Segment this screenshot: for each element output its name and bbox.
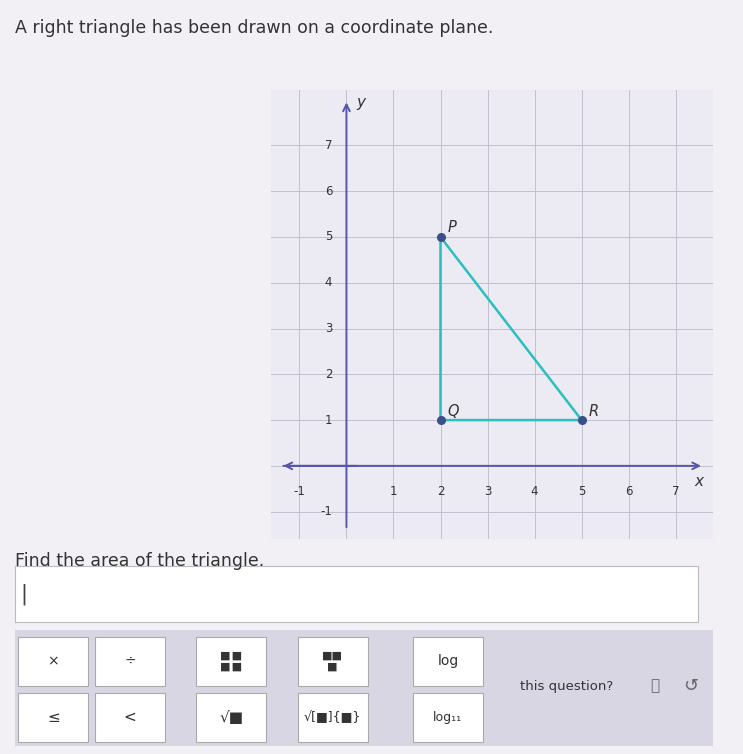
Text: 4: 4 bbox=[531, 485, 539, 498]
Text: 5: 5 bbox=[325, 231, 332, 244]
Text: A right triangle has been drawn on a coordinate plane.: A right triangle has been drawn on a coo… bbox=[15, 19, 493, 37]
Bar bbox=[413, 693, 483, 742]
Text: 3: 3 bbox=[484, 485, 491, 498]
Text: -1: -1 bbox=[293, 485, 305, 498]
Bar bbox=[196, 636, 266, 685]
Text: ↺: ↺ bbox=[684, 677, 698, 695]
Text: 1: 1 bbox=[390, 485, 398, 498]
Text: 7: 7 bbox=[325, 139, 332, 152]
Text: log: log bbox=[437, 654, 458, 668]
Text: -1: -1 bbox=[320, 505, 332, 518]
Text: 👍: 👍 bbox=[650, 679, 659, 694]
Text: Q: Q bbox=[447, 403, 459, 418]
Text: ■ ■
■ ■: ■ ■ ■ ■ bbox=[221, 651, 242, 672]
Text: √[■]{■}: √[■]{■} bbox=[304, 711, 361, 724]
Bar bbox=[19, 693, 88, 742]
Bar bbox=[19, 636, 88, 685]
Bar bbox=[413, 636, 483, 685]
Bar bbox=[298, 693, 368, 742]
Text: log₁₁: log₁₁ bbox=[433, 711, 462, 724]
Text: R: R bbox=[588, 403, 599, 418]
Bar bbox=[196, 693, 266, 742]
Bar bbox=[298, 636, 368, 685]
Text: this question?: this question? bbox=[520, 679, 614, 693]
Text: x: x bbox=[695, 474, 704, 489]
Text: ■■
■: ■■ ■ bbox=[322, 651, 343, 672]
Bar bbox=[95, 693, 165, 742]
Text: 3: 3 bbox=[325, 322, 332, 335]
Text: 1: 1 bbox=[325, 414, 332, 427]
Text: |: | bbox=[20, 583, 27, 605]
Text: ÷: ÷ bbox=[124, 654, 136, 668]
Text: y: y bbox=[356, 94, 365, 109]
Text: 2: 2 bbox=[437, 485, 444, 498]
Text: 4: 4 bbox=[325, 276, 332, 290]
Text: ×: × bbox=[48, 654, 59, 668]
Text: 5: 5 bbox=[578, 485, 585, 498]
Bar bbox=[95, 636, 165, 685]
Text: P: P bbox=[447, 220, 456, 235]
Text: Find the area of the triangle.: Find the area of the triangle. bbox=[15, 552, 264, 570]
Text: 7: 7 bbox=[672, 485, 679, 498]
Text: 6: 6 bbox=[325, 185, 332, 198]
Text: 2: 2 bbox=[325, 368, 332, 381]
Text: 6: 6 bbox=[625, 485, 632, 498]
Text: ≤: ≤ bbox=[47, 710, 59, 725]
Text: <: < bbox=[124, 710, 137, 725]
Text: √■: √■ bbox=[219, 710, 244, 725]
